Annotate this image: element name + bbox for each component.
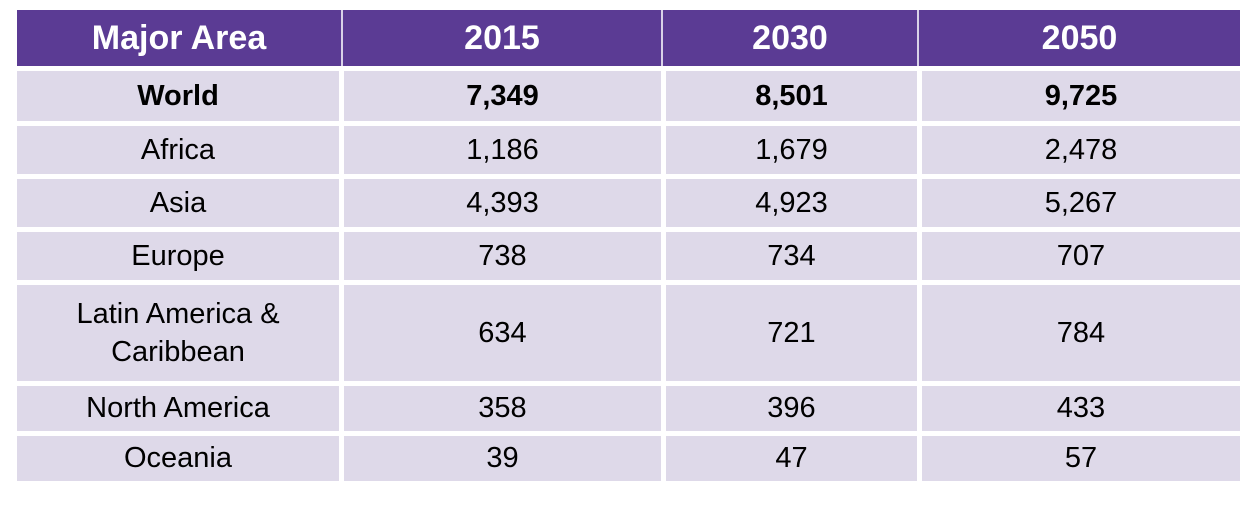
- value-cell: 721: [666, 285, 917, 381]
- area-cell: Latin America & Caribbean: [17, 285, 339, 381]
- header-cell-2050: 2050: [917, 10, 1240, 66]
- value-cell: 784: [922, 285, 1240, 381]
- header-cell-2030: 2030: [661, 10, 917, 66]
- table-header-row: Major Area 2015 2030 2050: [17, 10, 1240, 66]
- area-cell: Europe: [17, 232, 339, 280]
- value-cell: 47: [666, 436, 917, 481]
- value-cell: 2,478: [922, 126, 1240, 174]
- area-cell: World: [17, 71, 339, 121]
- value-cell: 433: [922, 386, 1240, 431]
- header-cell-major-area: Major Area: [91, 18, 267, 57]
- value-cell: 396: [666, 386, 917, 431]
- value-cell: 7,349: [344, 71, 661, 121]
- value-cell: 4,393: [344, 179, 661, 227]
- value-cell: 4,923: [666, 179, 917, 227]
- value-cell: 634: [344, 285, 661, 381]
- value-cell: 734: [666, 232, 917, 280]
- value-cell: 9,725: [922, 71, 1240, 121]
- header-cell-2015: 2015: [341, 10, 661, 66]
- area-cell: Asia: [17, 179, 339, 227]
- value-cell: 39: [344, 436, 661, 481]
- value-cell: 707: [922, 232, 1240, 280]
- area-cell: Africa: [17, 126, 339, 174]
- value-cell: 1,679: [666, 126, 917, 174]
- value-cell: 358: [344, 386, 661, 431]
- value-cell: 5,267: [922, 179, 1240, 227]
- area-cell: Oceania: [17, 436, 339, 481]
- value-cell: 8,501: [666, 71, 917, 121]
- population-table: Major Area 2015 2030 2050 World 7,349 8,…: [17, 10, 1240, 481]
- area-cell: North America: [17, 386, 339, 431]
- value-cell: 738: [344, 232, 661, 280]
- value-cell: 57: [922, 436, 1240, 481]
- value-cell: 1,186: [344, 126, 661, 174]
